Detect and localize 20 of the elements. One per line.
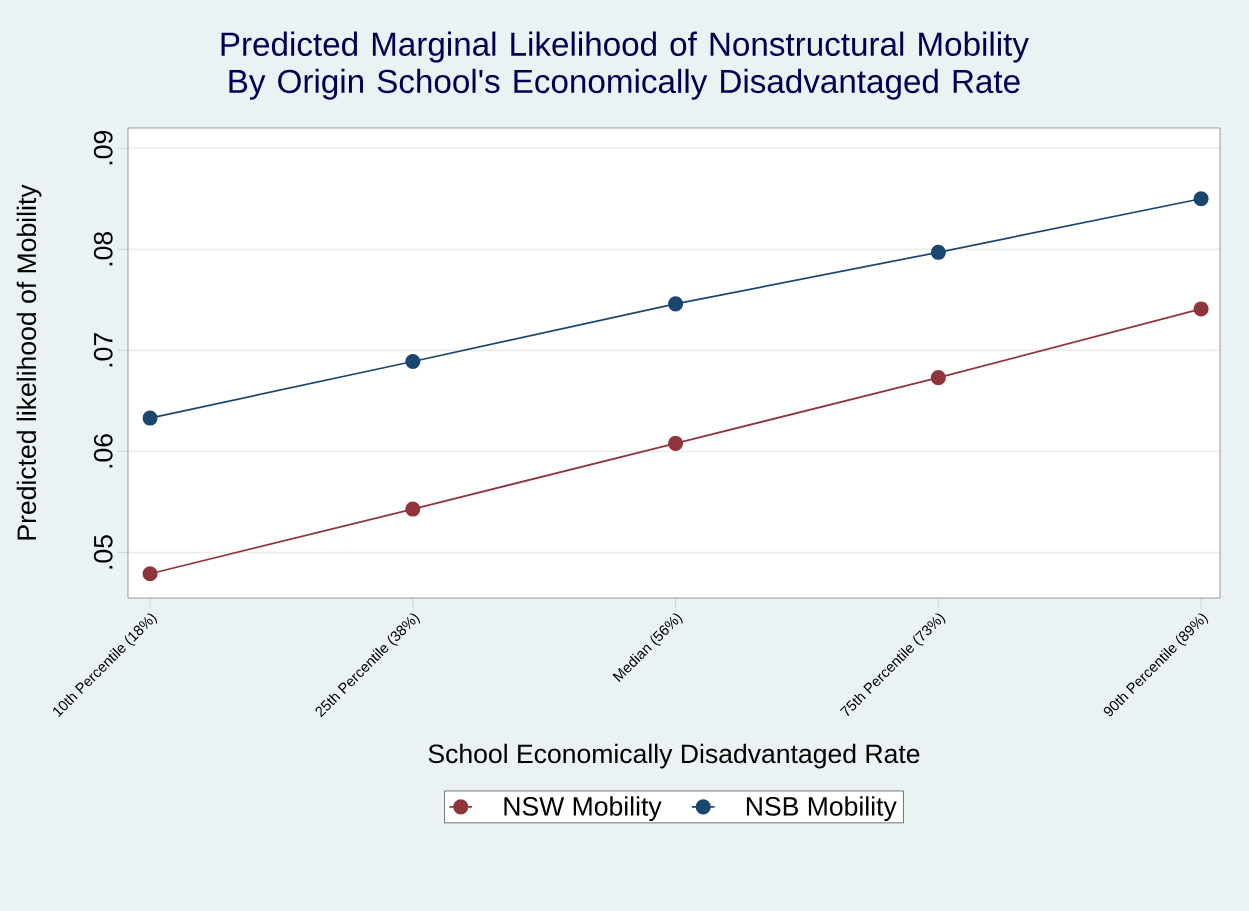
point <box>930 370 946 386</box>
point <box>668 435 684 451</box>
legend-label: NSW Mobility <box>504 796 662 822</box>
point <box>142 566 158 582</box>
point <box>930 244 946 260</box>
y-axis-title: Predicted likelihood of Mobility <box>16 184 42 540</box>
point <box>1193 301 1209 317</box>
y-tick-label: .09 <box>93 131 113 165</box>
point <box>1193 191 1209 207</box>
x-axis-title: School Economically Disadvantaged Rate <box>428 743 920 769</box>
y-tick-label: .07 <box>93 333 113 367</box>
point <box>142 410 158 426</box>
legend-label: NSB Mobility <box>746 796 897 822</box>
y-tick-label: .05 <box>93 535 113 569</box>
chart-title: Predicted Marginal Likelihood of Nonstructural Mobility By Origin School's Economically Disadvantaged Rate <box>221 31 1029 100</box>
y-tick-label: .08 <box>93 231 113 266</box>
point <box>405 353 421 370</box>
y-tick-label: .06 <box>93 434 113 468</box>
point <box>668 296 684 312</box>
point <box>405 501 421 517</box>
